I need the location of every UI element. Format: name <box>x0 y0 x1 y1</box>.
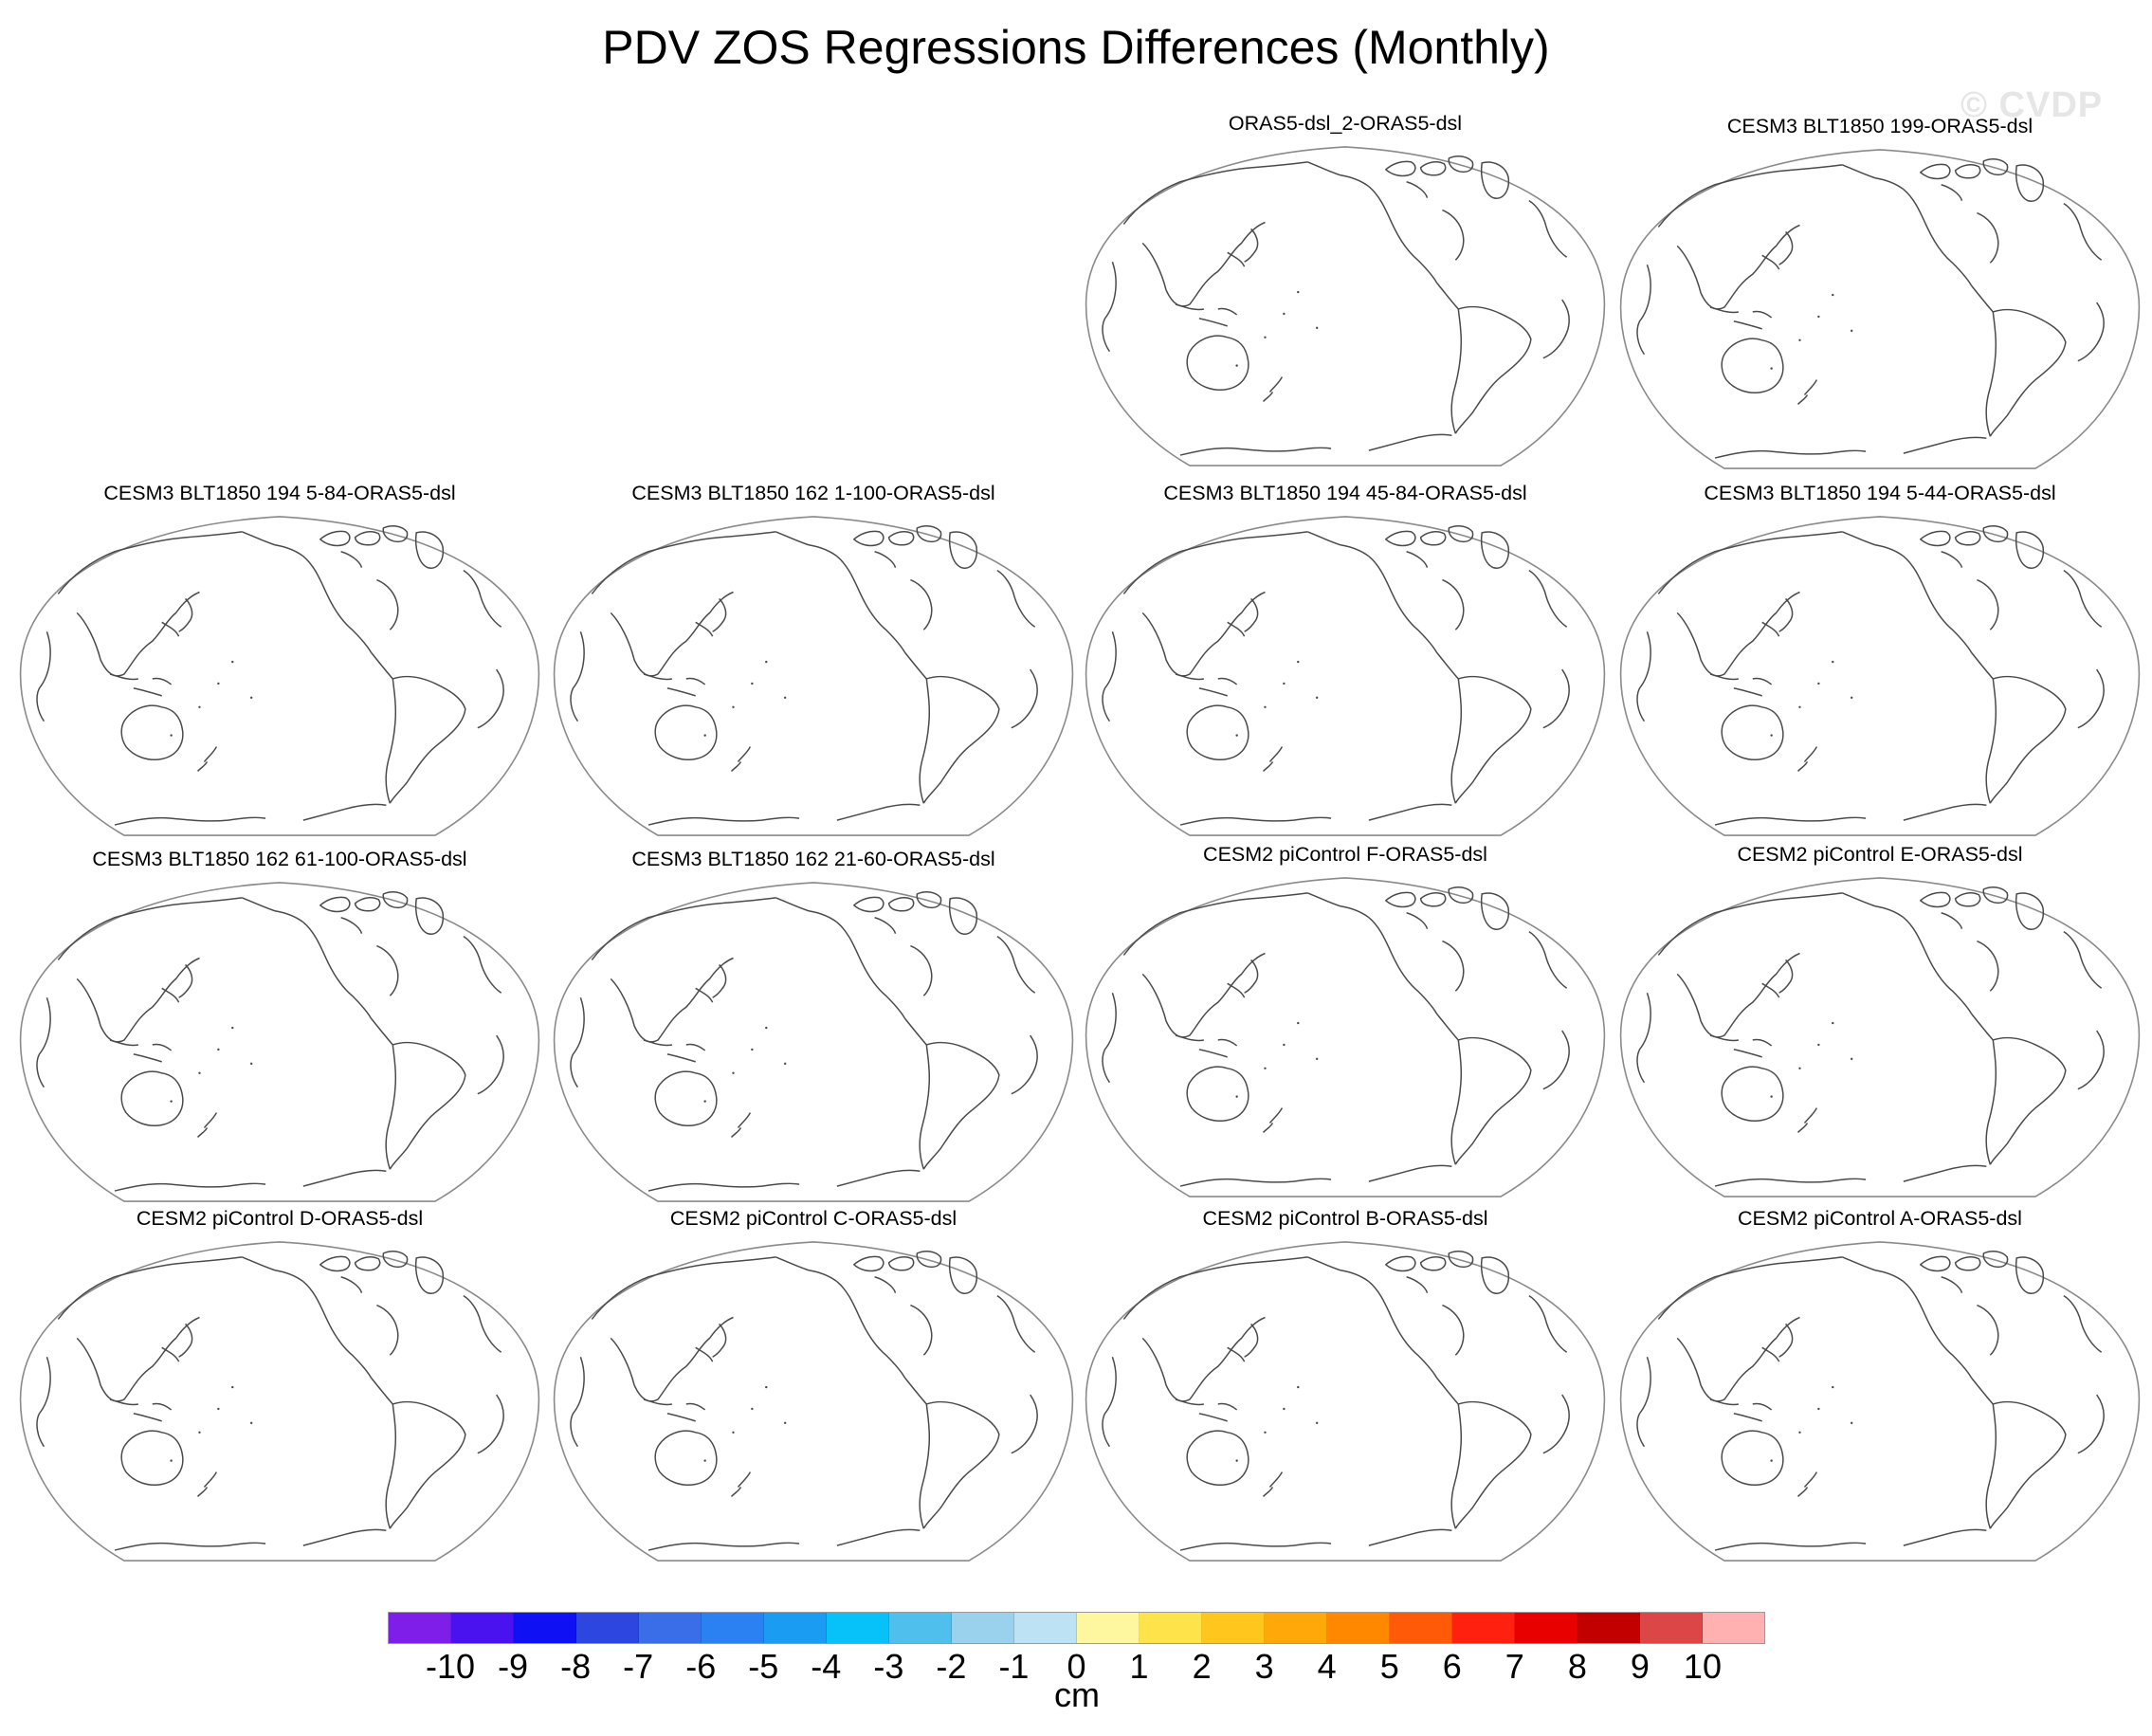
panel-title: CESM2 piControl D-ORAS5-dsl <box>136 1207 424 1230</box>
colorbar-tick-label: 10 <box>1683 1647 1722 1686</box>
world-map <box>553 882 1074 1202</box>
panel-title: CESM2 piControl B-ORAS5-dsl <box>1202 1207 1488 1230</box>
colorbar-segment <box>889 1613 952 1643</box>
colorbar-units: cm <box>1054 1675 1100 1714</box>
colorbar-segment <box>702 1613 764 1643</box>
panel-title: CESM3 BLT1850 162 1-100-ORAS5-dsl <box>631 482 995 504</box>
world-map <box>1619 1241 2141 1562</box>
colorbar-segment <box>1265 1613 1327 1643</box>
world-map <box>553 1241 1074 1562</box>
colorbar-tick-label: -5 <box>748 1647 779 1686</box>
panel-title: CESM3 BLT1850 199-ORAS5-dsl <box>1726 115 2033 137</box>
colorbar-tick-label: 7 <box>1505 1647 1524 1686</box>
colorbar-tick-label: 0 <box>1067 1647 1086 1686</box>
colorbar-tick-label: -2 <box>936 1647 967 1686</box>
map-panel: CESM3 BLT1850 194 5-44-ORAS5-dsl <box>1614 481 2145 841</box>
colorbar-tick-label: -6 <box>685 1647 717 1686</box>
map-panel: CESM2 piControl E-ORAS5-dsl <box>1614 842 2145 1202</box>
world-map <box>19 1241 540 1562</box>
panel-title: CESM2 piControl E-ORAS5-dsl <box>1737 843 2023 866</box>
colorbar-segment <box>1014 1613 1077 1643</box>
map-panel: CESM3 BLT1850 162 21-60-ORAS5-dsl <box>548 847 1079 1207</box>
map-panel: CESM3 BLT1850 194 45-84-ORAS5-dsl <box>1080 481 1611 841</box>
colorbar-segment <box>1390 1613 1452 1643</box>
colorbar-segment <box>1452 1613 1515 1643</box>
colorbar-tick-label: 6 <box>1442 1647 1462 1686</box>
colorbar-segment <box>1202 1613 1265 1643</box>
world-map <box>1085 516 1606 836</box>
panel-title: CESM3 BLT1850 162 61-100-ORAS5-dsl <box>92 848 467 870</box>
map-panel: CESM3 BLT1850 199-ORAS5-dsl <box>1614 114 2145 474</box>
colorbar-segment <box>952 1613 1014 1643</box>
panel-title: ORAS5-dsl_2-ORAS5-dsl <box>1228 112 1463 135</box>
map-panel: CESM3 BLT1850 194 5-84-ORAS5-dsl <box>14 481 545 841</box>
colorbar-segment <box>827 1613 889 1643</box>
colorbar-segment <box>451 1613 514 1643</box>
colorbar-tick-label: 8 <box>1567 1647 1587 1686</box>
map-panel: CESM2 piControl A-ORAS5-dsl <box>1614 1206 2145 1566</box>
colorbar-tick-label: -1 <box>998 1647 1030 1686</box>
colorbar-segment <box>1515 1613 1578 1643</box>
colorbar <box>388 1612 1765 1644</box>
map-panel: CESM3 BLT1850 162 61-100-ORAS5-dsl <box>14 847 545 1207</box>
colorbar-segment <box>764 1613 827 1643</box>
panel-title: CESM2 piControl A-ORAS5-dsl <box>1738 1207 2022 1230</box>
colorbar-tick-label: 9 <box>1630 1647 1650 1686</box>
panel-title: CESM3 BLT1850 194 5-84-ORAS5-dsl <box>103 482 456 504</box>
colorbar-segment <box>1077 1613 1140 1643</box>
colorbar-tick-label: -8 <box>560 1647 592 1686</box>
colorbar-tick-label: 4 <box>1317 1647 1337 1686</box>
world-map <box>19 882 540 1202</box>
world-map <box>19 516 540 836</box>
world-map <box>1619 149 2141 469</box>
colorbar-segment <box>1703 1613 1764 1643</box>
panel-title: CESM3 BLT1850 194 5-44-ORAS5-dsl <box>1704 482 2056 504</box>
world-map <box>1085 877 1606 1197</box>
colorbar-segment <box>1140 1613 1202 1643</box>
world-map <box>1085 146 1606 466</box>
map-panel: CESM2 piControl D-ORAS5-dsl <box>14 1206 545 1566</box>
panel-title: CESM3 BLT1850 194 45-84-ORAS5-dsl <box>1163 482 1527 504</box>
colorbar-tick-label: -7 <box>623 1647 654 1686</box>
map-panel: CESM2 piControl C-ORAS5-dsl <box>548 1206 1079 1566</box>
colorbar-segment <box>639 1613 702 1643</box>
colorbar-tick-label: -9 <box>498 1647 529 1686</box>
map-panel: ORAS5-dsl_2-ORAS5-dsl <box>1080 111 1611 471</box>
cvdp-watermark: © CVDP <box>1961 85 2104 125</box>
panel-title: CESM2 piControl C-ORAS5-dsl <box>669 1207 957 1230</box>
panel-title: CESM2 piControl F-ORAS5-dsl <box>1203 843 1487 866</box>
map-panel: CESM2 piControl F-ORAS5-dsl <box>1080 842 1611 1202</box>
colorbar-tick-label: 3 <box>1254 1647 1274 1686</box>
colorbar-tick-label: -10 <box>426 1647 476 1686</box>
colorbar-tick-label: 1 <box>1129 1647 1149 1686</box>
map-panel: CESM2 piControl B-ORAS5-dsl <box>1080 1206 1611 1566</box>
world-map <box>1619 516 2141 836</box>
colorbar-segment <box>576 1613 639 1643</box>
world-map <box>553 516 1074 836</box>
panel-title: CESM3 BLT1850 162 21-60-ORAS5-dsl <box>631 848 995 870</box>
colorbar-segment <box>389 1613 451 1643</box>
colorbar-segment <box>1578 1613 1640 1643</box>
map-panel: CESM3 BLT1850 162 1-100-ORAS5-dsl <box>548 481 1079 841</box>
colorbar-tick-label: 5 <box>1379 1647 1399 1686</box>
world-map <box>1619 877 2141 1197</box>
colorbar-segment <box>1327 1613 1390 1643</box>
colorbar-tick-label: 2 <box>1192 1647 1212 1686</box>
figure-title: PDV ZOS Regressions Differences (Monthly… <box>602 21 1550 74</box>
colorbar-segment <box>1640 1613 1703 1643</box>
colorbar-segment <box>514 1613 576 1643</box>
world-map <box>1085 1241 1606 1562</box>
colorbar-tick-label: -3 <box>873 1647 904 1686</box>
colorbar-tick-label: -4 <box>811 1647 842 1686</box>
